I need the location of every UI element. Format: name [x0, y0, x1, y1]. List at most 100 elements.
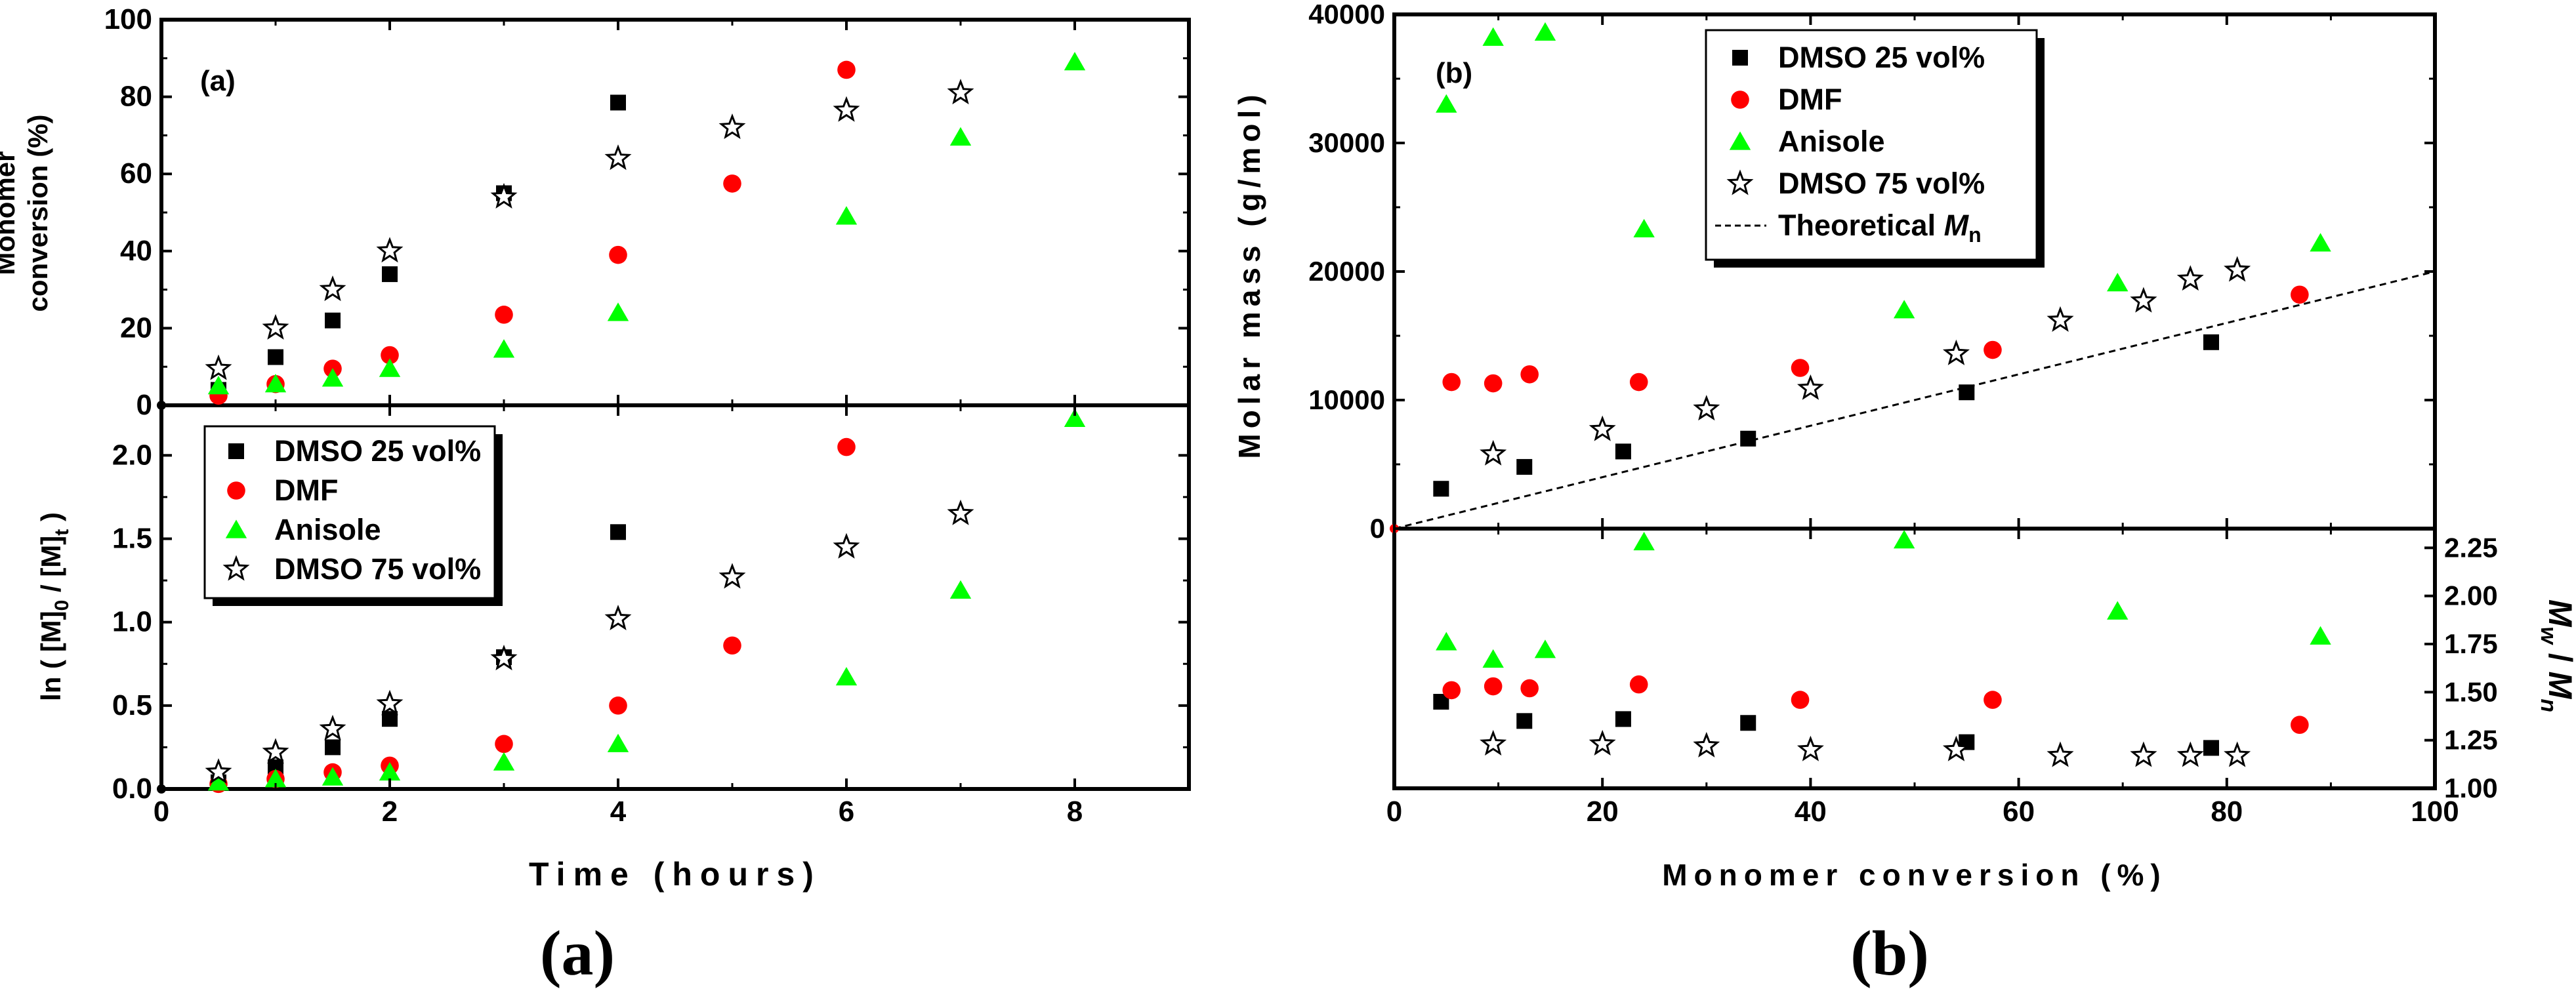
legend-marker-dmso25	[1732, 50, 1748, 66]
y-tick-label: 40	[120, 235, 152, 267]
dmso75-point	[1589, 415, 1616, 441]
anisole-point	[493, 752, 515, 771]
mw-slash: /	[2542, 644, 2576, 672]
anisole-point	[379, 761, 401, 781]
panel-a-legend: DMSO 25 vol% DMF Anisole DMSO 75 vol%	[203, 425, 503, 606]
anisole-point	[1534, 639, 1556, 658]
dmso75-point	[2046, 741, 2074, 767]
anisole-point	[607, 302, 629, 321]
dmso75-point	[947, 79, 974, 105]
anisole-point	[2107, 601, 2129, 620]
dmso75-point	[2130, 741, 2157, 767]
anisole-point	[379, 358, 401, 377]
y-tick-label: 0.0	[112, 773, 152, 805]
dmf-point	[1629, 373, 1648, 392]
y-tick-label: 1.75	[2444, 628, 2498, 659]
dmf-point	[1442, 373, 1461, 392]
y-tick-label: 20	[120, 312, 152, 344]
dmf-point	[381, 346, 399, 365]
panel-a-x-ticks: 0 2 4 6 8	[154, 20, 1083, 828]
dmso25-point	[1615, 443, 1631, 460]
dmso25-point	[1516, 713, 1533, 729]
legend-label-dmso25: DMSO 25 vol%	[274, 434, 481, 468]
dmso75-point	[2176, 741, 2204, 767]
panel-b-top-plot	[1390, 22, 2436, 533]
y-tick-label: 100	[104, 3, 152, 35]
y-tick-label: 1.5	[112, 522, 152, 554]
anisole-point	[1534, 22, 1556, 41]
anisole-point	[493, 339, 515, 358]
panel-a: (a) 0 20 40 60 80 100 0.0 0.5 1.0 1.5 2.0 0 2 4 6 8 M…	[0, 3, 1191, 893]
dmso25-point	[2203, 334, 2220, 350]
anisole-point	[835, 666, 858, 686]
dmso75-point	[1942, 339, 1970, 365]
y-tick-label: 2.00	[2444, 580, 2498, 611]
anisole-point	[2310, 626, 2331, 645]
anisole-point	[1633, 531, 1655, 551]
dmso75-point	[604, 605, 632, 630]
dmso25-point	[325, 739, 341, 756]
panel-b-bottom-plot	[1433, 530, 2331, 767]
legend-marker-dmf	[1731, 91, 1749, 109]
dmso75-point	[1480, 729, 1507, 756]
dmf-point	[837, 60, 856, 79]
panel-a-top-ylabel-line1: Monomer	[0, 151, 20, 275]
panel-b-top-ylabel: Molar mass (g/mol)	[1232, 89, 1266, 458]
dmso75-point	[1797, 374, 1824, 400]
dmso75-point	[490, 645, 518, 671]
ylabel-sub-0: 0	[51, 600, 73, 611]
dmso25-point	[1615, 711, 1631, 727]
anisole-point	[1633, 218, 1655, 237]
dmf-point	[609, 245, 627, 264]
y-tick-label: 1.25	[2444, 725, 2498, 756]
anisole-point	[322, 767, 344, 786]
y-tick-label: 30000	[1308, 127, 1385, 158]
anisole-point	[1436, 94, 1457, 113]
panel-a-bottom-ylabel: ln ( [M]0 / [M]t )	[35, 512, 73, 701]
panel-b-legend-items: DMSO 25 vol% DMF Anisole DMSO 75 vol% Theore…	[1715, 41, 1985, 247]
dmso75-point	[262, 313, 289, 340]
dmf-point	[1791, 691, 1810, 709]
panel-a-top-plot	[157, 52, 1086, 410]
panel-b-bottom-ylabel: Mw / Mn	[2536, 599, 2576, 712]
dmso75-point	[205, 354, 232, 380]
panel-a-xlabel: Time (hours)	[529, 856, 821, 893]
legend-marker-dmf	[227, 481, 245, 500]
dmso25-point	[1959, 384, 1975, 401]
legend-label-dmso75: DMSO 75 vol%	[1778, 167, 1985, 200]
dmso75-point	[2224, 741, 2251, 767]
legend-label-dmf: DMF	[274, 474, 338, 507]
dmf-point	[1520, 365, 1539, 384]
dmso75-point	[376, 237, 404, 263]
anisole-point	[1482, 27, 1504, 46]
y-tick-label: 1.00	[2444, 773, 2498, 803]
dmso75-point	[1693, 395, 1720, 421]
panel-b-top-y-ticks: 0 10000 20000 30000 40000	[1308, 0, 2435, 544]
dmf-point	[1484, 374, 1503, 393]
panel-a-top-ylabel-line2: conversion (%)	[22, 114, 53, 312]
dmf-point	[1520, 679, 1539, 698]
anisole-point	[1064, 52, 1086, 71]
x-tick-label: 80	[2211, 796, 2243, 828]
x-tick-label: 0	[154, 796, 169, 828]
panel-b-legend-box	[1705, 29, 2038, 261]
dmso75-point	[833, 533, 860, 559]
mw-sub: w	[2536, 627, 2561, 646]
y-tick-label: 0	[136, 389, 152, 421]
dmf-point	[2291, 716, 2309, 734]
dmso25-point	[610, 94, 626, 111]
x-tick-label: 20	[1587, 796, 1619, 828]
dmso75-point	[1589, 729, 1616, 756]
dmf-point	[1984, 691, 2002, 709]
panel-b-bottom-y-ticks: 1.00 1.25 1.50 1.75 2.00 2.25	[2424, 532, 2498, 803]
panel-a-top-y-ticks: 0 20 40 60 80 100	[104, 3, 1189, 421]
dmso75-point	[319, 714, 346, 740]
dmso25-point	[1516, 458, 1533, 475]
x-tick-label: 100	[2411, 796, 2459, 828]
dmso75-point	[1480, 439, 1507, 466]
panel-b-legend: DMSO 25 vol% DMF Anisole DMSO 75 vol% Theore…	[1705, 29, 2045, 268]
anisole-point	[207, 376, 230, 395]
y-tick-label: 2.0	[112, 439, 152, 471]
dmso25-point	[1740, 715, 1756, 731]
